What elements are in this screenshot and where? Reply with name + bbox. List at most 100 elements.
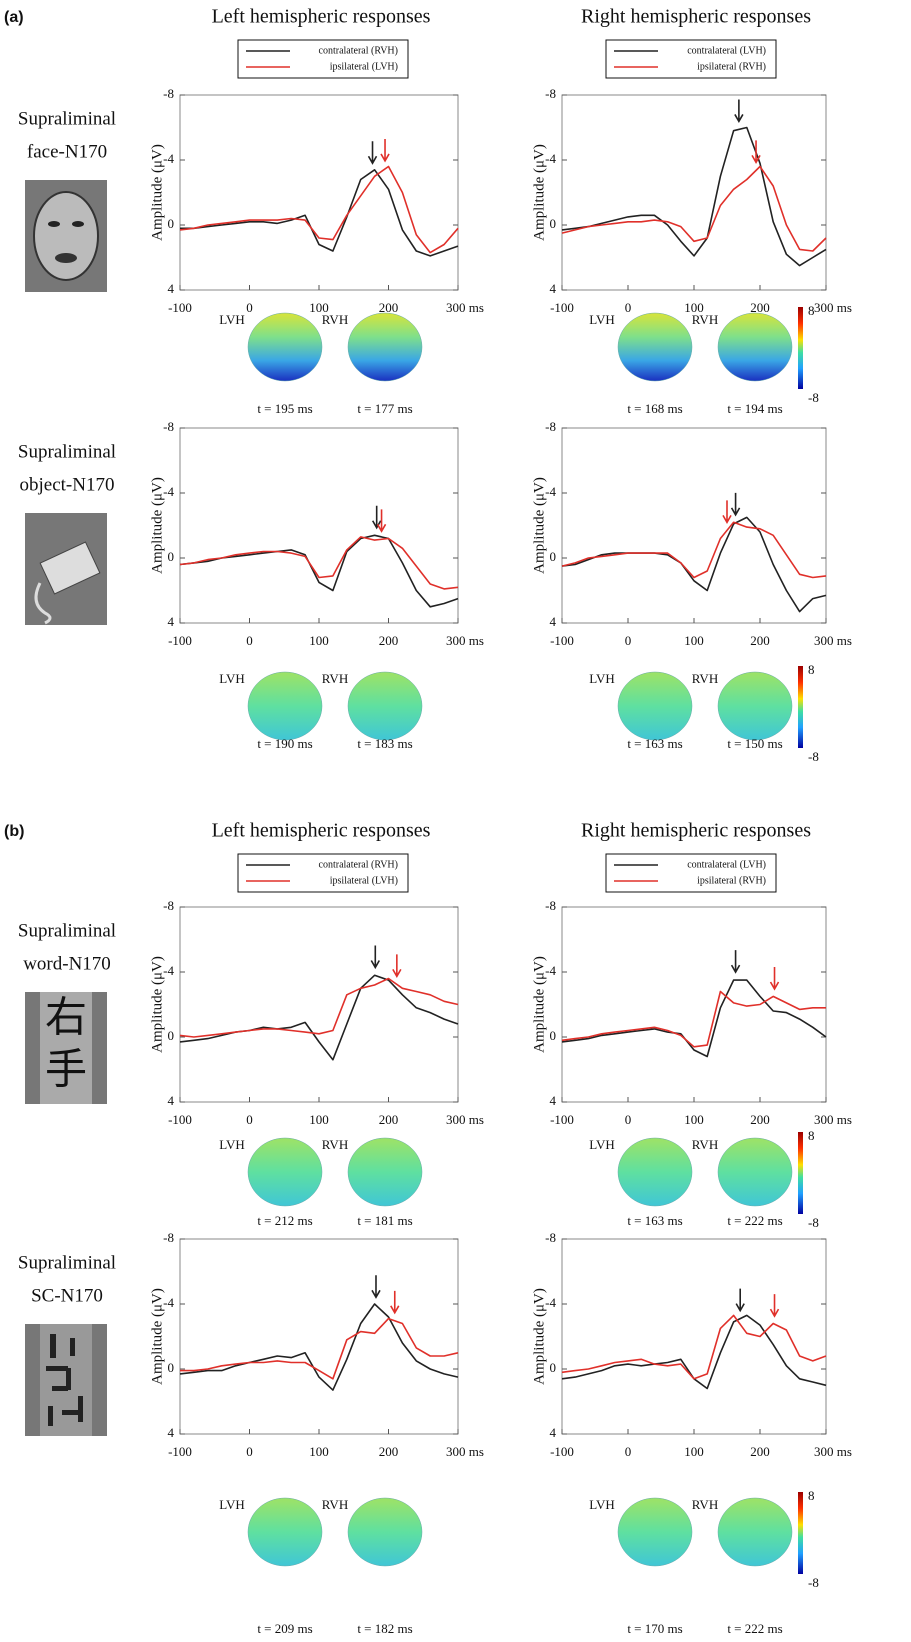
y-tick-label: -8 <box>545 419 556 434</box>
peak-arrow <box>376 509 387 533</box>
x-tick-label: 100 <box>309 1112 329 1127</box>
x-tick-label: 200 <box>379 300 399 315</box>
y-tick-label: -4 <box>545 484 556 499</box>
peak-arrow <box>370 945 380 970</box>
peak-arrow <box>730 492 741 517</box>
y-axis-label: Amplitude (μV) <box>531 144 547 241</box>
peak-arrow <box>730 950 741 974</box>
topomap-label: LVH <box>219 1137 245 1152</box>
stimulus-stripe <box>40 992 92 1104</box>
plot-frame <box>561 906 827 1103</box>
legend-box <box>237 39 409 79</box>
y-tick-label: -4 <box>545 963 556 978</box>
erp-line <box>180 169 459 257</box>
x-tick-label: 300 ms <box>446 300 484 315</box>
x-tick-label: 100 <box>309 1444 329 1459</box>
erp-line <box>561 1314 827 1380</box>
topomap <box>617 1137 693 1207</box>
legend-box <box>237 853 409 893</box>
erp-line <box>561 990 826 1048</box>
y-tick-label: -4 <box>545 1295 556 1310</box>
x-tick-label: -100 <box>550 1444 574 1459</box>
colorbar <box>798 1492 803 1574</box>
y-axis-label: Amplitude (μV) <box>531 956 547 1053</box>
row-label: face-N170 <box>27 141 107 162</box>
colorbar-label: 8 <box>808 662 815 677</box>
topomap-time: t = 168 ms <box>627 401 682 416</box>
topomap-time: t = 182 ms <box>357 1621 412 1636</box>
y-tick-label: -8 <box>545 86 556 101</box>
y-tick-label: -8 <box>163 419 174 434</box>
topomap-label: RVH <box>692 312 718 327</box>
stimulus-stroke <box>78 1396 83 1422</box>
plot-frame <box>561 1238 827 1435</box>
topomap-time: t = 163 ms <box>627 736 682 751</box>
y-tick-label: -4 <box>163 963 174 978</box>
legend-label: ipsilateral (LVH) <box>330 61 398 72</box>
peak-arrow <box>735 1288 745 1313</box>
topomap <box>617 671 693 741</box>
erp-line <box>561 126 827 267</box>
peak-arrow <box>371 505 382 530</box>
x-tick-label: 200 <box>379 633 399 648</box>
topomap-label: RVH <box>322 1137 348 1152</box>
topomap <box>717 1497 793 1567</box>
peak-arrow <box>751 140 761 165</box>
colorbar-label: -8 <box>808 390 819 405</box>
peak-arrow <box>722 500 732 524</box>
stimulus-mouth <box>55 253 77 263</box>
y-axis-label: Amplitude (μV) <box>149 956 165 1053</box>
y-tick-label: 0 <box>550 549 557 564</box>
colorbar-label: -8 <box>808 1215 819 1230</box>
x-tick-label: 0 <box>625 1112 632 1127</box>
stimulus-face <box>33 191 99 281</box>
topomap-label: LVH <box>589 312 615 327</box>
legend-label: contralateral (RVH) <box>319 45 398 56</box>
y-tick-label: -4 <box>163 151 174 166</box>
y-axis-label: Amplitude (μV) <box>149 144 165 241</box>
x-tick-label: -100 <box>168 300 192 315</box>
topomap <box>347 1137 423 1207</box>
topomap-label: LVH <box>219 1497 245 1512</box>
legend-box <box>605 39 777 79</box>
x-tick-label: 0 <box>246 1112 253 1127</box>
stimulus-stroke <box>70 1338 75 1356</box>
topomap-time: t = 170 ms <box>627 1621 682 1636</box>
y-tick-label: -4 <box>545 151 556 166</box>
plot-frame <box>179 427 459 624</box>
topomap <box>247 1497 323 1567</box>
row-label: SC-N170 <box>31 1285 103 1306</box>
topomap-time: t = 222 ms <box>727 1213 782 1228</box>
legend-label: contralateral (RVH) <box>319 859 398 870</box>
x-tick-label: 100 <box>684 1112 704 1127</box>
colorbar-label: -8 <box>808 1575 819 1590</box>
topomap-label: LVH <box>589 1137 615 1152</box>
y-axis-label: Amplitude (μV) <box>531 477 547 574</box>
colorbar <box>798 307 803 389</box>
column-title: Right hemispheric responses <box>581 820 811 842</box>
peak-arrow <box>380 138 390 163</box>
x-tick-label: 200 <box>379 1444 399 1459</box>
colorbar-label: -8 <box>808 749 819 764</box>
colorbar-label: 8 <box>808 303 815 318</box>
topomap-time: t = 194 ms <box>727 401 782 416</box>
y-tick-label: -8 <box>545 1230 556 1245</box>
x-tick-label: 300 ms <box>814 1112 852 1127</box>
y-tick-label: 4 <box>550 1425 557 1440</box>
topomap-time: t = 222 ms <box>727 1621 782 1636</box>
peak-arrow <box>392 954 402 978</box>
y-tick-label: 4 <box>550 1093 557 1108</box>
x-tick-label: -100 <box>168 1112 192 1127</box>
topomap <box>247 671 323 741</box>
y-tick-label: 4 <box>168 1425 175 1440</box>
stimulus-stroke <box>66 1368 71 1390</box>
x-tick-label: -100 <box>550 633 574 648</box>
topomap <box>717 1137 793 1207</box>
topomap <box>717 312 793 382</box>
y-tick-label: -8 <box>163 1230 174 1245</box>
panel-label: (b) <box>4 823 24 840</box>
y-tick-label: 4 <box>168 281 175 296</box>
y-tick-label: 0 <box>168 549 175 564</box>
row-label: Supraliminal <box>18 1252 116 1273</box>
